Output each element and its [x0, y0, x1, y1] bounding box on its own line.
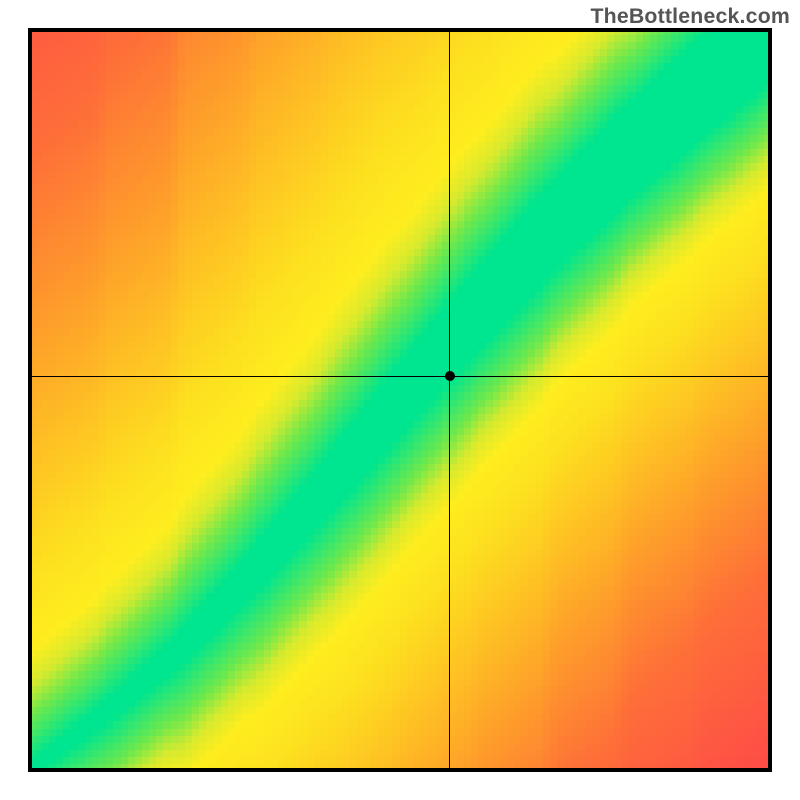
source-watermark: TheBottleneck.com: [590, 4, 790, 29]
bottleneck-heatmap: [28, 28, 772, 772]
chart-container: TheBottleneck.com: [0, 0, 800, 800]
